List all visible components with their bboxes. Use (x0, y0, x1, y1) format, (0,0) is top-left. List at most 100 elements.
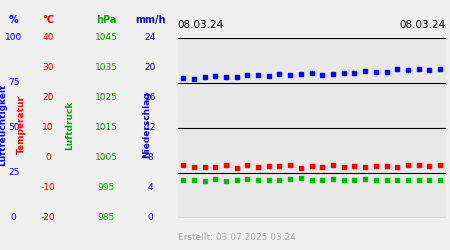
Point (362, 69, 369, 73)
Text: 1005: 1005 (94, 153, 117, 162)
Point (372, 70, 379, 73)
Point (265, 164, 272, 168)
Point (201, 179, 208, 183)
Point (340, 165, 347, 169)
Point (426, 68, 433, 72)
Point (201, 165, 208, 169)
Point (351, 178, 358, 182)
Point (394, 66, 401, 70)
Point (329, 72, 337, 76)
Point (255, 73, 262, 77)
Point (308, 178, 315, 182)
Text: Luftdruck: Luftdruck (65, 100, 74, 150)
Text: 4: 4 (148, 183, 153, 192)
Point (383, 70, 390, 73)
Text: 20: 20 (42, 93, 54, 102)
Point (276, 164, 283, 168)
Point (222, 164, 230, 168)
Text: 0: 0 (11, 213, 17, 222)
Point (233, 178, 240, 182)
Point (180, 163, 187, 167)
Point (340, 178, 347, 182)
Text: 1015: 1015 (94, 123, 117, 132)
Point (436, 66, 444, 70)
Point (222, 179, 230, 183)
Point (255, 165, 262, 169)
Point (233, 166, 240, 170)
Point (276, 72, 283, 76)
Point (362, 177, 369, 181)
Text: -10: -10 (40, 183, 55, 192)
Text: 1045: 1045 (94, 33, 117, 42)
Point (265, 178, 272, 182)
Text: 16: 16 (145, 93, 156, 102)
Point (426, 164, 433, 168)
Point (244, 73, 251, 77)
Point (329, 163, 337, 167)
Point (415, 164, 423, 168)
Point (351, 164, 358, 168)
Text: 30: 30 (42, 63, 54, 72)
Point (233, 75, 240, 79)
Point (180, 76, 187, 80)
Point (287, 178, 294, 182)
Point (394, 178, 401, 182)
Point (319, 178, 326, 182)
Point (329, 178, 337, 182)
Text: 20: 20 (145, 63, 156, 72)
Text: 0: 0 (45, 153, 51, 162)
Point (383, 164, 390, 168)
Point (405, 68, 412, 72)
Point (201, 76, 208, 80)
Text: hPa: hPa (96, 15, 116, 25)
Point (265, 74, 272, 78)
Point (372, 178, 379, 182)
Text: 100: 100 (5, 33, 23, 42)
Point (372, 164, 379, 168)
Text: 10: 10 (42, 123, 54, 132)
Text: 24: 24 (145, 33, 156, 42)
Point (415, 178, 423, 182)
Point (297, 176, 305, 180)
Text: 8: 8 (148, 153, 153, 162)
Text: 50: 50 (8, 123, 19, 132)
Point (190, 165, 198, 169)
Point (436, 164, 444, 168)
Point (383, 178, 390, 182)
Text: 75: 75 (8, 78, 19, 87)
Point (394, 165, 401, 169)
Point (362, 165, 369, 169)
Text: Luftfeuchtigkeit: Luftfeuchtigkeit (0, 84, 7, 166)
Point (212, 165, 219, 169)
Text: 995: 995 (97, 183, 115, 192)
Point (212, 74, 219, 78)
Point (340, 71, 347, 75)
Point (436, 178, 444, 182)
Text: Erstellt: 03.07.2025 03:24: Erstellt: 03.07.2025 03:24 (178, 234, 296, 242)
Point (255, 178, 262, 182)
Point (415, 67, 423, 71)
Text: 25: 25 (8, 168, 19, 177)
Text: Niederschlag: Niederschlag (142, 92, 151, 158)
Point (222, 75, 230, 79)
Point (351, 70, 358, 74)
Point (308, 71, 315, 75)
Text: 1025: 1025 (94, 93, 117, 102)
Text: %: % (9, 15, 18, 25)
Text: °C: °C (42, 15, 54, 25)
Text: 985: 985 (97, 213, 115, 222)
Text: 12: 12 (145, 123, 156, 132)
Point (287, 73, 294, 77)
Point (319, 73, 326, 77)
Text: -20: -20 (40, 213, 55, 222)
Point (180, 178, 187, 182)
Text: 08.03.24: 08.03.24 (399, 20, 446, 30)
Text: 40: 40 (42, 33, 54, 42)
Point (244, 178, 251, 182)
Point (287, 163, 294, 167)
Point (190, 76, 198, 80)
Text: 08.03.24: 08.03.24 (178, 20, 224, 30)
Point (276, 178, 283, 182)
Text: mm/h: mm/h (135, 15, 166, 25)
Point (426, 178, 433, 182)
